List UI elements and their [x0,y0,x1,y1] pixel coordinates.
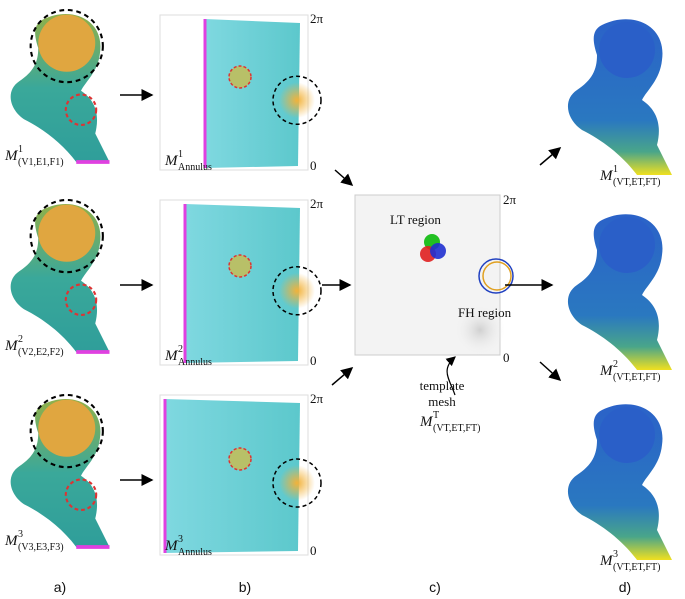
label-base: M [419,414,434,430]
lt-circle [228,65,252,89]
gray-spot [455,305,505,355]
label-sup: 3 [178,534,183,545]
label-base: M [164,538,179,554]
fh-circle [272,75,322,125]
label-base: M [164,348,179,364]
top-label: 2π [310,11,324,26]
arrow [539,147,562,166]
fh-ring [478,258,514,294]
arrow [331,367,354,386]
label-sup: 2 [613,359,618,370]
math-label: M2 (VT,ET,FT) [599,359,660,383]
annulus-map [165,399,300,553]
femur [567,214,672,370]
label-sup: T [433,410,439,421]
fh-ring2 [482,261,512,291]
lt-region: LT region [390,212,441,227]
fh-circle [29,198,104,274]
label-sup: 2 [178,344,183,355]
panel-label: b) [239,579,251,595]
panel-label: a) [54,579,66,595]
label-sub: Annulus [178,162,212,173]
label-sup: 3 [18,529,23,540]
math-label: M2 (V2,E2,F2) [4,334,64,358]
label-sub: (VT,ET,FT) [613,562,660,573]
femur [10,198,110,354]
annulus-map [205,19,300,168]
panel-label: c) [429,579,441,595]
label-base: M [164,153,179,169]
annulus-map [185,204,300,363]
lt-circle [64,93,98,126]
bottom-label: 0 [310,543,317,558]
math-label: M1 (VT,ET,FT) [599,164,660,188]
label-sub: (V2,E2,F2) [18,347,64,358]
lt-circle [64,478,98,511]
bottom-label: 0 [503,350,510,365]
caption: mesh [428,394,456,409]
label-sub: (VT,ET,FT) [613,177,660,188]
label-sup: 1 [178,149,183,160]
top-label: 2π [310,196,324,211]
math-label: M3 (VT,ET,FT) [599,549,660,573]
math-label: MT (VT,ET,FT) [419,410,480,434]
hot-spot [279,272,315,309]
label-base: M [4,148,19,164]
top-label: 2π [310,391,324,406]
arrow [539,361,562,382]
fh-region: FH region [458,305,512,320]
lt-circle [64,283,98,316]
label-sup: 3 [613,549,618,560]
bottom-label: 0 [310,353,317,368]
femoral-head [599,22,655,78]
fh-circle [29,8,104,84]
label-sup: 2 [18,334,23,345]
math-label: M1 (V1,E1,F1) [4,144,64,168]
pointer [445,356,456,396]
math-label: M1 Annulus [164,149,212,173]
femoral-head [38,14,96,72]
math-label: M3 (V3,E3,F3) [4,529,64,553]
femur [567,404,672,560]
label-sup: 1 [18,144,23,155]
fh-circle [272,266,322,316]
label-base: M [599,363,614,379]
arrow [334,169,354,186]
label-sub: (V3,E3,F3) [18,542,64,553]
lt-blue [430,243,446,259]
hot-spot [279,82,315,119]
femoral-head [38,399,96,457]
label-sub: Annulus [178,547,212,558]
femoral-head [38,204,96,262]
label-base: M [599,168,614,184]
fh-circle [272,458,322,508]
label-sub: (VT,ET,FT) [433,423,480,434]
panel-label: d) [619,579,631,595]
hot-spot [279,465,315,501]
femoral-head [599,217,655,273]
label-sub: Annulus [178,357,212,368]
lt-circle [228,254,252,278]
label-sub: (VT,ET,FT) [613,372,660,383]
lt-circle [228,447,252,471]
label-base: M [599,553,614,569]
femur [567,19,672,175]
label-base: M [4,338,19,354]
femoral-head [599,407,655,463]
math-label: M2 Annulus [164,344,212,368]
fh-circle [29,393,104,469]
label-sup: 1 [613,164,618,175]
label-sub: (V1,E1,F1) [18,157,64,168]
label-base: M [4,533,19,549]
bottom-label: 0 [310,158,317,173]
math-label: M3 Annulus [164,534,212,558]
caption: template [420,378,465,393]
femur [10,8,110,164]
femur [10,393,110,549]
top-label: 2π [503,192,517,207]
